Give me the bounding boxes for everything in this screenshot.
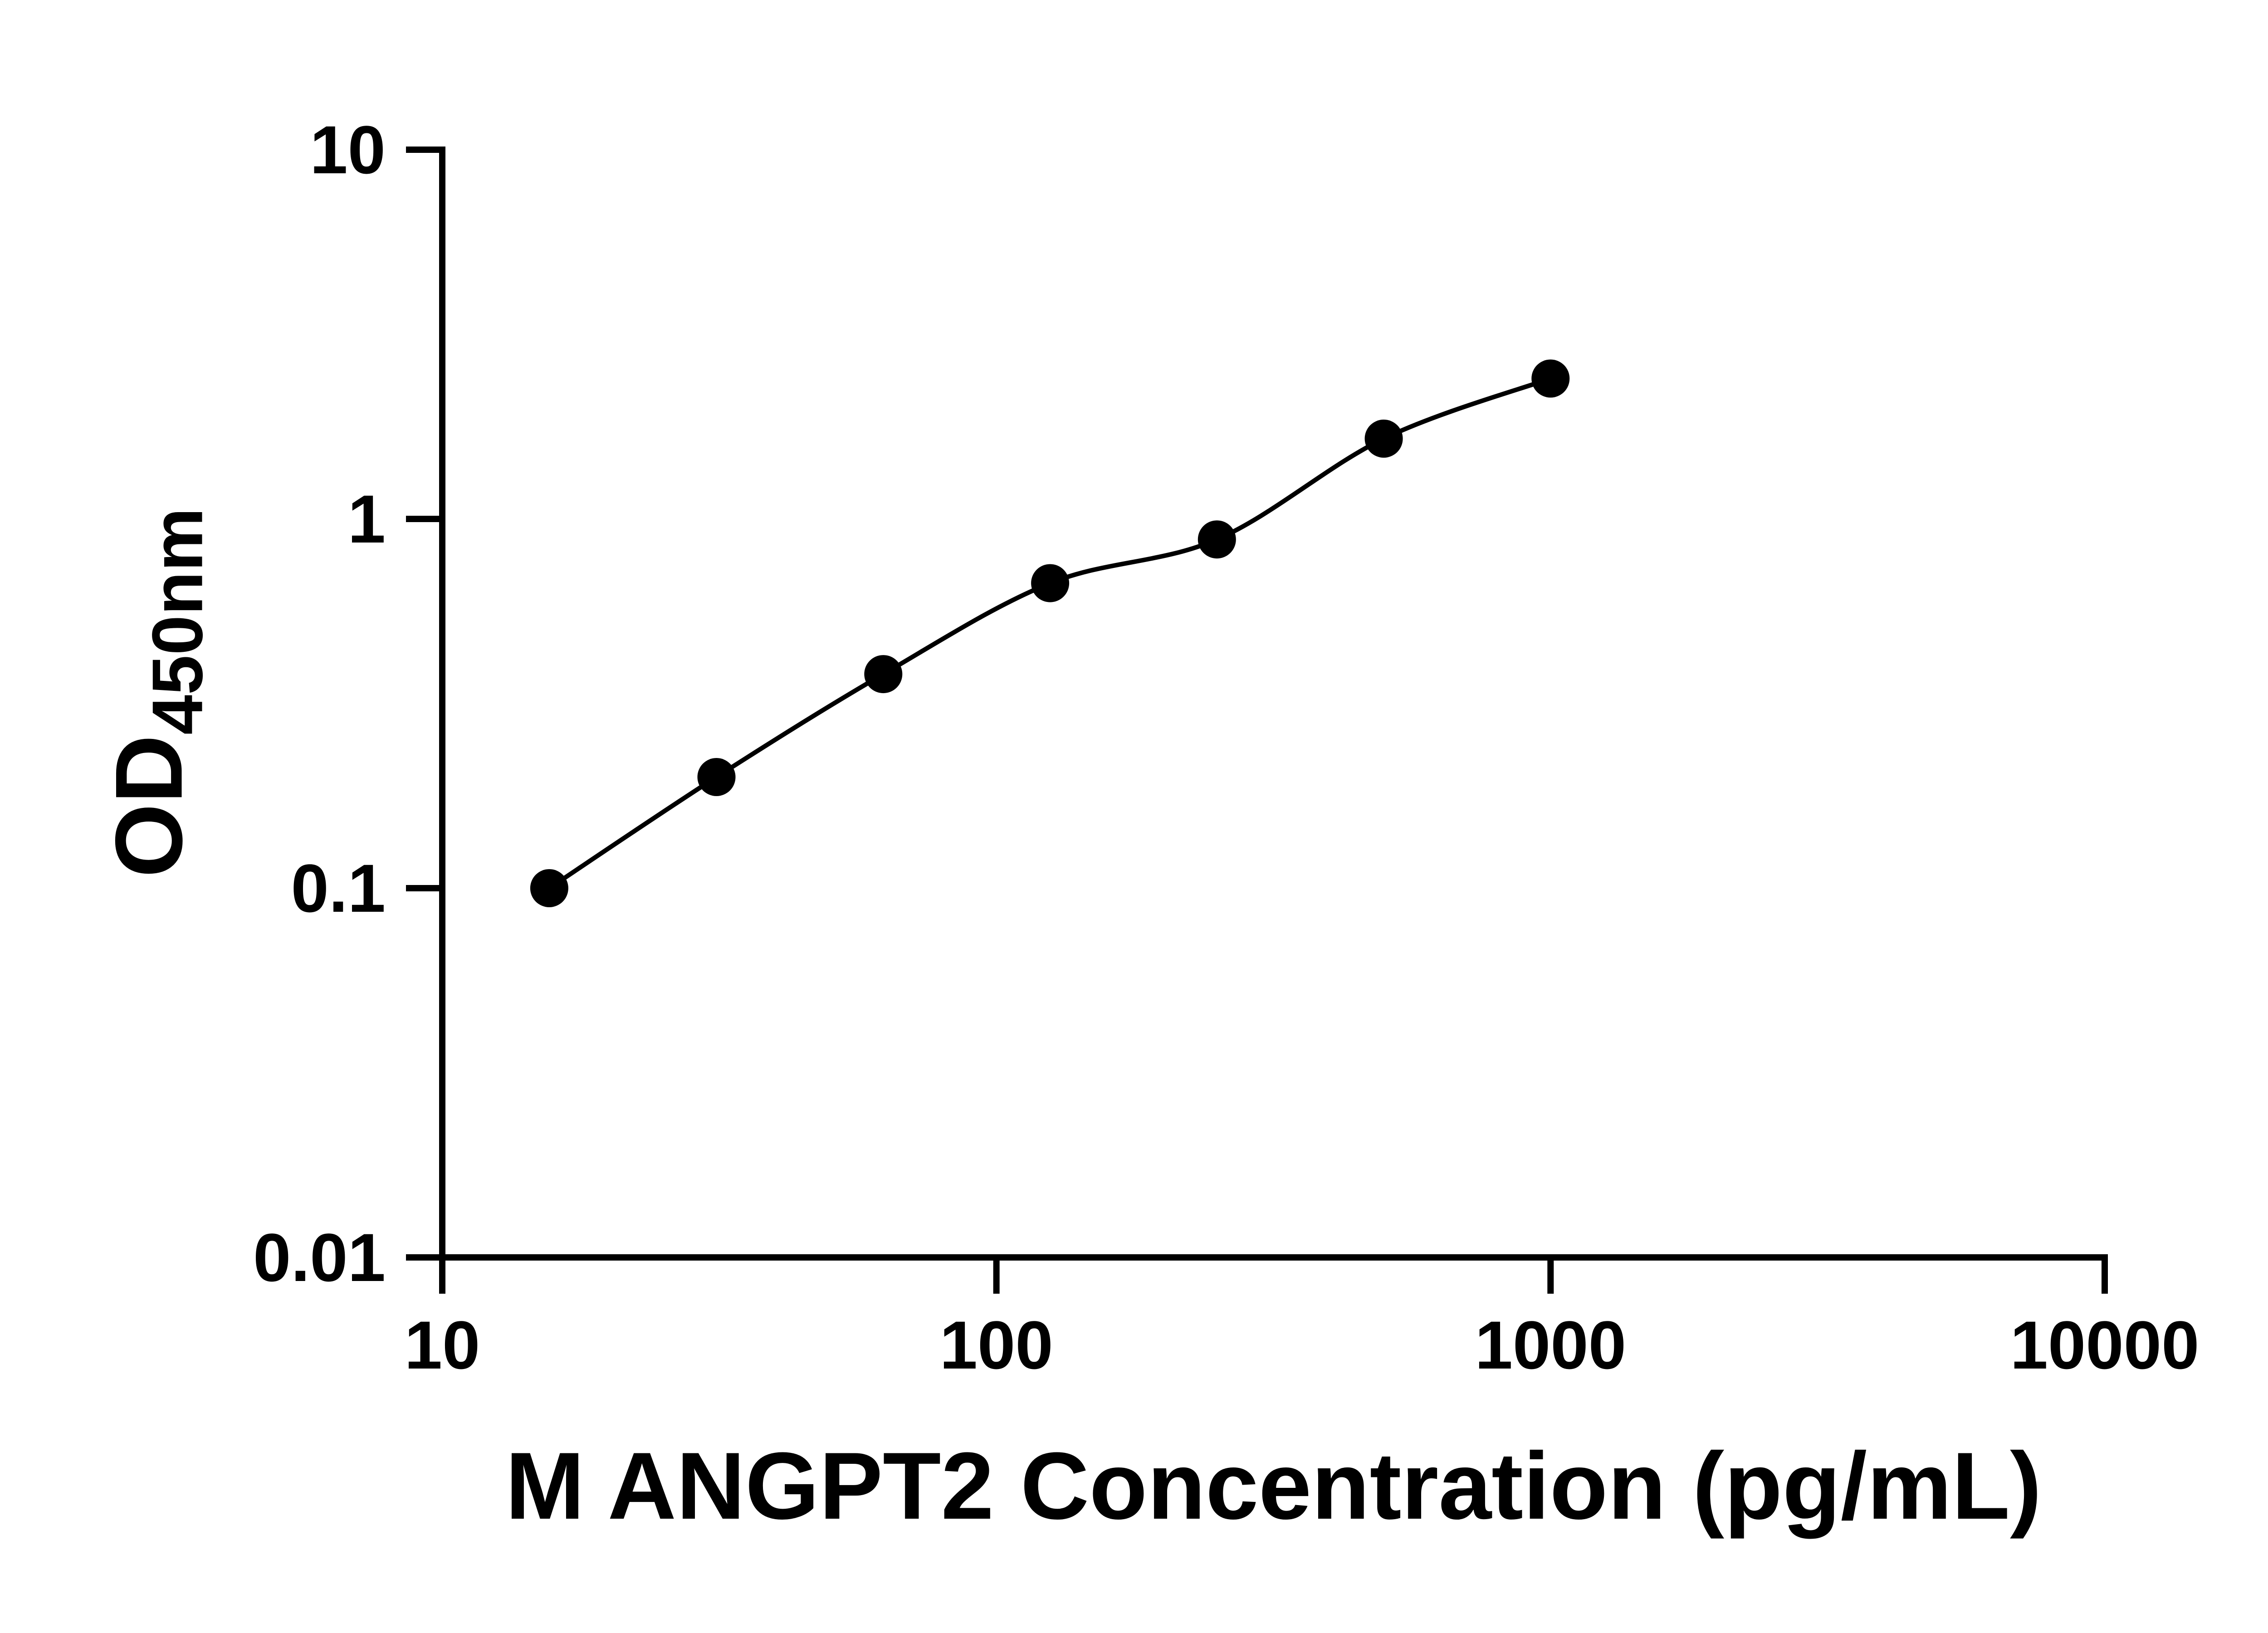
y-tick-label: 0.1 [291, 850, 386, 926]
y-tick-label: 10 [310, 112, 386, 188]
y-tick-label: 1 [348, 481, 386, 557]
data-point [1198, 520, 1236, 559]
data-point [1364, 420, 1403, 458]
data-point [697, 758, 736, 796]
fit-curve [548, 376, 1551, 890]
y-axis-title-base: OD [95, 734, 202, 878]
data-point [530, 869, 568, 907]
x-tick-label: 10000 [2010, 1307, 2199, 1383]
y-axis-title: OD450nm [94, 508, 219, 878]
y-axis-title-subscript: 450nm [137, 508, 218, 735]
x-axis-title: M ANGPT2 Concentration (pg/mL) [505, 1433, 2042, 1539]
data-point [1531, 359, 1570, 398]
x-tick-label: 10 [405, 1307, 480, 1383]
data-point [1031, 564, 1070, 602]
x-tick-label: 1000 [1475, 1307, 1626, 1383]
data-point [864, 655, 903, 694]
x-tick-label: 100 [940, 1307, 1053, 1383]
y-tick-label: 0.01 [253, 1219, 386, 1296]
